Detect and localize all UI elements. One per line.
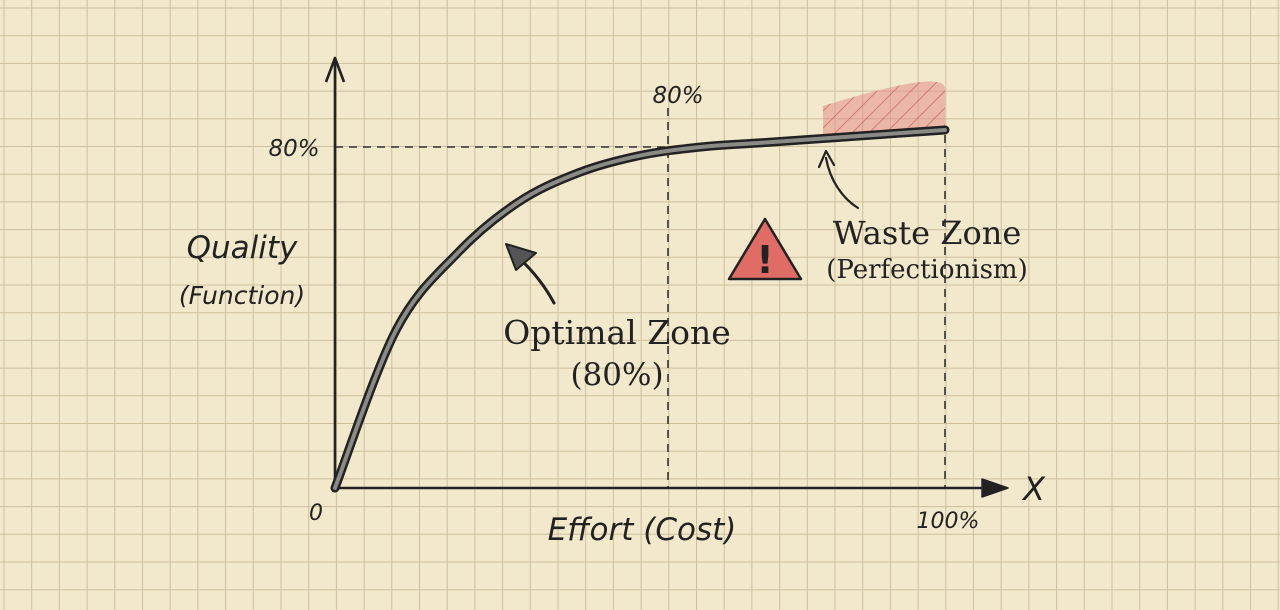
x-80-label: 80% [652, 83, 703, 109]
optimal-zone-arrow [505, 243, 556, 305]
x-axis-end-label: 100% [917, 509, 980, 534]
waste-zone-arrow [817, 149, 860, 210]
quality-curve [333, 127, 947, 490]
x-axis [335, 478, 1009, 498]
waste-zone-subtitle: (Perfectionism) [826, 255, 1027, 285]
waste-zone-title: Waste Zone [833, 214, 1022, 252]
warning-exclamation: ! [756, 238, 773, 282]
y-axis [324, 56, 346, 488]
y-axis-title: Quality [187, 230, 298, 266]
optimal-zone-subtitle: (80%) [570, 357, 663, 393]
x-axis-letter: X [1021, 470, 1046, 508]
y-axis-subtitle: (Function) [179, 281, 305, 310]
warning-triangle-icon: ! [727, 217, 803, 282]
y-80-label: 80% [268, 136, 319, 162]
waste-zone-shading [823, 81, 945, 139]
optimal-zone-title: Optimal Zone [503, 313, 731, 352]
origin-label: 0 [309, 501, 323, 526]
x-axis-title: Effort (Cost) [548, 512, 737, 548]
